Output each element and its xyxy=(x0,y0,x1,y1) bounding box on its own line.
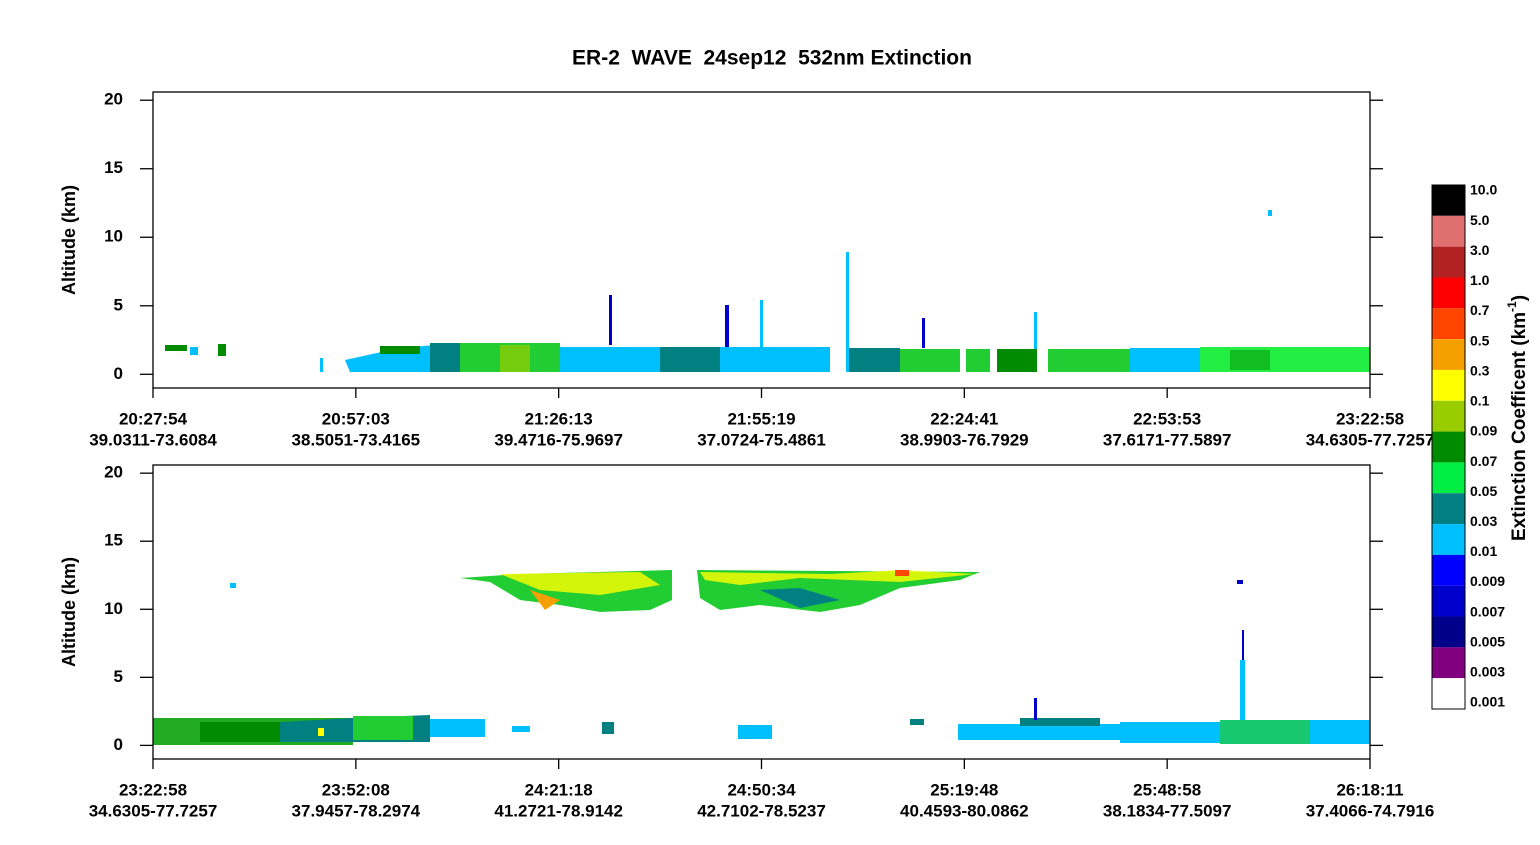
colorbar-tick-label: 0.09 xyxy=(1470,423,1497,439)
colorbar-tick-label: 0.005 xyxy=(1470,633,1505,649)
x-tick-location: 38.9903-76.7929 xyxy=(900,430,1029,449)
x-tick-time: 23:22:58 xyxy=(1336,409,1404,428)
colorbar-band xyxy=(1432,185,1465,216)
colorbar-tick-label: 0.01 xyxy=(1470,543,1497,559)
colorbar-band xyxy=(1432,524,1465,555)
colorbar-band xyxy=(1432,554,1465,586)
colorbar-band xyxy=(1432,678,1465,709)
colorbar-band xyxy=(1432,647,1465,679)
colorbar-tick-label: 5.0 xyxy=(1470,212,1490,228)
y-tick-label: 10 xyxy=(104,227,123,246)
colorbar-band xyxy=(1432,246,1465,278)
colorbar-tick-label: 3.0 xyxy=(1470,242,1490,258)
colorbar-label-exponent: -1 xyxy=(1505,301,1519,312)
x-tick-time: 24:50:34 xyxy=(727,780,796,799)
y-axis-label: Altitude (km) xyxy=(59,557,79,667)
y-tick-label: 0 xyxy=(114,735,123,754)
colorbar-tick-label: 0.5 xyxy=(1470,332,1490,348)
colorbar-tick-label: 0.05 xyxy=(1470,483,1497,499)
colorbar-band xyxy=(1432,339,1465,370)
x-tick-location: 39.4716-75.9697 xyxy=(494,430,623,449)
colorbar-tick-label: 0.7 xyxy=(1470,302,1490,318)
x-tick-time: 21:26:13 xyxy=(525,409,593,428)
title: ER-2 WAVE 24sep12 532nm Extinction xyxy=(572,47,972,70)
colorbar-label: Extinction Coefficent (km-1) xyxy=(1505,295,1530,541)
x-tick-location: 37.6171-77.5897 xyxy=(1103,430,1232,449)
colorbar-tick-label: 0.001 xyxy=(1470,694,1505,710)
colorbar-band xyxy=(1432,585,1465,617)
y-axis-label: Altitude (km) xyxy=(59,185,79,295)
x-tick-time: 22:24:41 xyxy=(930,409,998,428)
colorbar-label-text: Extinction Coefficent (km xyxy=(1509,312,1530,541)
x-tick-location: 38.1834-77.5097 xyxy=(1103,801,1232,820)
y-tick-label: 15 xyxy=(104,158,123,177)
x-tick-time: 23:22:58 xyxy=(119,780,187,799)
x-tick-location: 37.9457-78.2974 xyxy=(292,801,421,820)
colorbar-band xyxy=(1432,215,1465,247)
colorbar-frame xyxy=(1431,184,1466,710)
x-tick-location: 40.4593-80.0862 xyxy=(900,801,1029,820)
x-tick-location: 34.6305-77.7257 xyxy=(1306,430,1435,449)
colorbar-tick-label: 1.0 xyxy=(1470,272,1490,288)
colorbar-band xyxy=(1432,493,1465,525)
y-tick-label: 0 xyxy=(114,364,123,383)
x-tick-location: 37.0724-75.4861 xyxy=(697,430,826,449)
colorbar-label-end: ) xyxy=(1509,295,1530,301)
colorbar-tick-label: 0.009 xyxy=(1470,573,1505,589)
x-tick-time: 25:19:48 xyxy=(930,780,998,799)
colorbar-band xyxy=(1432,400,1465,432)
y-tick-label: 15 xyxy=(104,531,123,550)
y-tick-label: 20 xyxy=(104,463,123,482)
panels: Altitude (km) 0 5 10 15 20 20:27:54 39.0311-73.… xyxy=(59,90,1435,821)
x-tick-location: 34.6305-77.7257 xyxy=(89,801,218,820)
x-tick-time: 22:53:53 xyxy=(1133,409,1201,428)
x-tick-time: 25:48:58 xyxy=(1133,780,1201,799)
colorbar-tick-label: 10.0 xyxy=(1470,182,1497,198)
x-tick-location: 39.0311-73.6084 xyxy=(89,430,217,449)
x-tick-location: 37.4066-74.7916 xyxy=(1306,801,1435,820)
colorbar-band xyxy=(1432,462,1465,494)
x-tick-time: 20:27:54 xyxy=(119,409,188,428)
y-tick-label: 5 xyxy=(114,295,123,314)
colorbar-tick-label: 0.007 xyxy=(1470,603,1505,619)
colorbar-band xyxy=(1432,616,1465,648)
x-tick-location: 38.5051-73.4165 xyxy=(292,430,421,449)
x-tick-time: 21:55:19 xyxy=(727,409,795,428)
y-tick-label: 20 xyxy=(104,90,123,109)
colorbar-band xyxy=(1432,431,1465,463)
x-tick-location: 41.2721-78.9142 xyxy=(494,801,623,820)
x-tick-location: 42.7102-78.5237 xyxy=(697,801,826,820)
colorbar-tick-label: 0.07 xyxy=(1470,453,1497,469)
x-tick-time: 23:52:08 xyxy=(322,780,390,799)
curtain-image xyxy=(165,210,1370,372)
y-tick-label: 10 xyxy=(104,599,123,618)
colorbar-tick-label: 0.003 xyxy=(1470,664,1505,680)
colorbar-tick-label: 0.3 xyxy=(1470,362,1490,378)
colorbar-tick-label: 0.03 xyxy=(1470,513,1497,529)
y-tick-label: 5 xyxy=(114,667,123,686)
plot-frame xyxy=(152,464,1371,760)
colorbar-tick-label: 0.1 xyxy=(1470,393,1490,409)
x-tick-time: 20:57:03 xyxy=(322,409,390,428)
colorbar-band xyxy=(1432,308,1465,340)
colorbar-band xyxy=(1432,277,1465,309)
colorbar: Extinction Coefficent (km-1) 10.0 5.0 3.0 1… xyxy=(1431,182,1530,710)
x-tick-time: 26:18:11 xyxy=(1336,780,1403,799)
x-tick-time: 24:21:18 xyxy=(525,780,593,799)
curtain-image xyxy=(153,570,1370,745)
colorbar-band xyxy=(1432,369,1465,401)
